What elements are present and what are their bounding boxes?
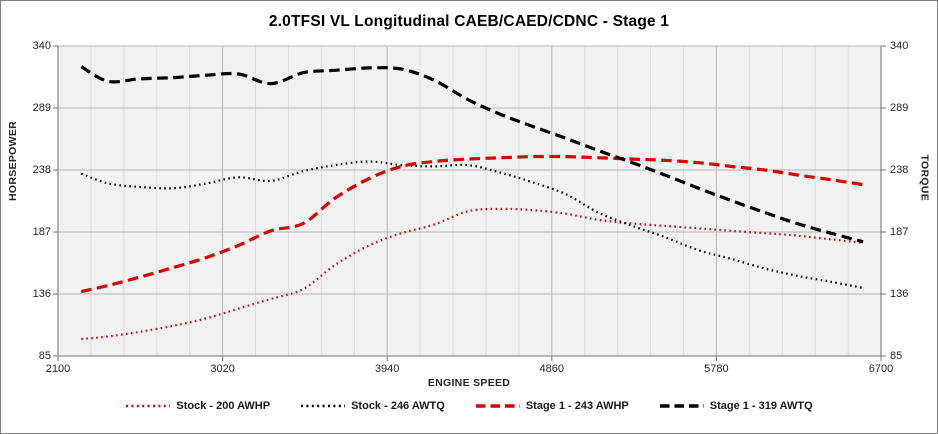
legend-item: Stage 1 - 243 AWHP xyxy=(475,400,629,412)
y-tick-label-right: 187 xyxy=(890,225,909,238)
x-tick-label: 3020 xyxy=(210,363,235,375)
y-tick-label-left: 85 xyxy=(38,349,51,362)
plot-background xyxy=(58,46,881,356)
y-tick-label-left: 238 xyxy=(32,163,51,176)
chart-title: 2.0TFSI VL Longitudinal CAEB/CAED/CDNC -… xyxy=(268,13,670,30)
legend-line-sample-icon xyxy=(126,404,171,408)
y-tick-label-right: 238 xyxy=(890,163,909,176)
y-axis-right-title: TORQUE xyxy=(919,154,931,201)
legend-label: Stock - 200 AWHP xyxy=(176,400,271,412)
x-tick-label: 2100 xyxy=(45,363,71,375)
legend-item: Stock - 246 AWTQ xyxy=(300,400,445,412)
y-tick-label-left: 136 xyxy=(32,287,51,300)
x-tick-label: 3940 xyxy=(374,363,400,375)
y-tick-label-left: 340 xyxy=(32,39,51,52)
legend-line-sample-icon xyxy=(301,404,346,408)
y-tick-label-left: 289 xyxy=(32,101,51,114)
y-axis-left-title: HORSEPOWER xyxy=(7,120,19,201)
y-tick-label-right: 136 xyxy=(890,287,909,300)
legend-item: Stock - 200 AWHP xyxy=(125,400,270,412)
y-tick-label-right: 85 xyxy=(890,349,903,362)
x-tick-label: 4860 xyxy=(539,363,565,375)
y-tick-label-right: 289 xyxy=(890,101,909,114)
legend-label: Stock - 246 AWTQ xyxy=(351,400,445,412)
legend-line-sample-icon xyxy=(659,404,704,408)
y-tick-label-right: 340 xyxy=(890,39,909,52)
legend-label: Stage 1 - 243 AWHP xyxy=(525,400,629,412)
y-tick-label-left: 187 xyxy=(32,225,51,238)
legend-label: Stage 1 - 319 AWTQ xyxy=(709,400,813,412)
series-line-stage-1-243-awhp xyxy=(80,154,864,294)
legend-item: Stage 1 - 319 AWTQ xyxy=(659,400,813,412)
chart-legend: Stock - 200 AWHP Stock - 246 AWTQ Stage 1 … xyxy=(1,400,937,412)
legend-line-sample-icon xyxy=(475,404,520,408)
x-axis-title: ENGINE SPEED xyxy=(427,377,511,389)
x-tick-label: 6700 xyxy=(868,363,894,375)
series-line-stock-200-awhp xyxy=(81,207,864,341)
series-line-stage-1-319-awtq xyxy=(80,65,864,244)
x-tick-label: 5780 xyxy=(704,363,729,375)
